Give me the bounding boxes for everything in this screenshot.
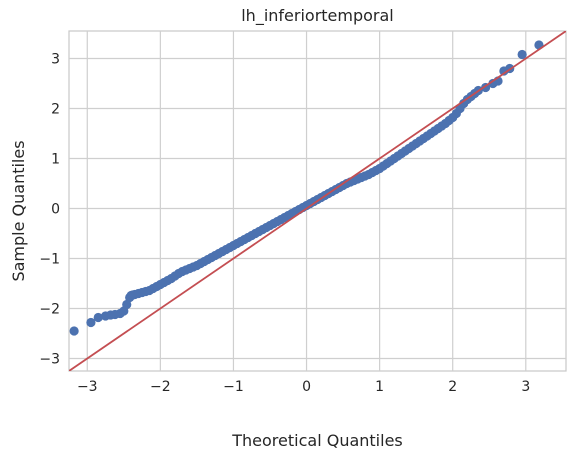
x-tick-label: 0 [302,379,311,395]
x-tick-label: −2 [150,379,171,395]
y-tick-label: 0 [51,202,60,218]
x-tick-label: 3 [521,379,530,395]
y-tick-label: −1 [39,252,60,268]
y-tick-label: 2 [51,102,60,118]
chart-title: lh_inferiortemporal [241,6,394,26]
data-point [93,312,103,323]
x-axis-ticks: −3 −2 −1 0 1 2 3 [77,379,530,395]
y-tick-label: −3 [39,352,60,368]
y-tick-label: 1 [51,152,60,168]
data-point [517,49,527,60]
x-tick-label: 2 [448,379,457,395]
x-tick-label: 1 [375,379,384,395]
data-point [122,299,132,310]
y-tick-label: −2 [39,302,60,318]
data-point [86,317,96,328]
y-axis-label: Sample Quantiles [9,140,28,281]
x-tick-label: −3 [77,379,98,395]
grid [69,31,566,371]
data-point [69,326,79,336]
reference-line [69,31,566,371]
x-tick-label: −1 [223,379,244,395]
x-axis-label: Theoretical Quantiles [231,431,403,450]
y-axis-ticks: −3 −2 −1 0 1 2 3 [39,52,60,368]
y-tick-label: 3 [51,52,60,68]
